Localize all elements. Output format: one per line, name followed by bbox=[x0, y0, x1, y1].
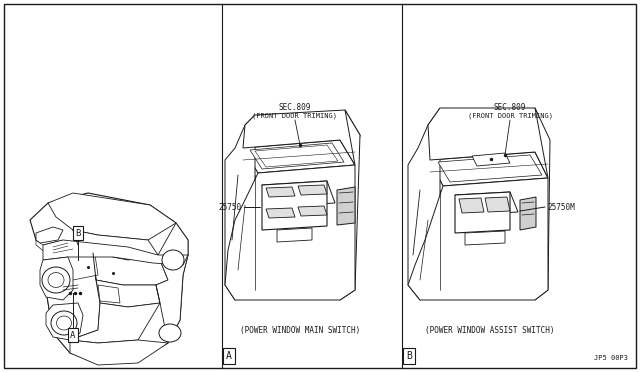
Text: (POWER WINDOW ASSIST SWITCH): (POWER WINDOW ASSIST SWITCH) bbox=[425, 326, 555, 334]
Polygon shape bbox=[98, 285, 120, 303]
Polygon shape bbox=[70, 340, 168, 365]
Polygon shape bbox=[298, 185, 327, 195]
Polygon shape bbox=[408, 178, 548, 300]
Polygon shape bbox=[156, 223, 188, 343]
Polygon shape bbox=[455, 192, 518, 215]
Text: A: A bbox=[226, 351, 232, 361]
Polygon shape bbox=[53, 248, 98, 280]
Polygon shape bbox=[262, 181, 327, 230]
Polygon shape bbox=[430, 152, 548, 186]
Text: JP5 00P3: JP5 00P3 bbox=[594, 355, 628, 361]
Polygon shape bbox=[485, 197, 510, 212]
Text: (FRONT DOOR TRIMING): (FRONT DOOR TRIMING) bbox=[467, 113, 552, 119]
Polygon shape bbox=[520, 197, 536, 230]
Polygon shape bbox=[36, 240, 63, 253]
Text: 25750M: 25750M bbox=[547, 202, 575, 212]
Polygon shape bbox=[459, 198, 484, 213]
Polygon shape bbox=[438, 155, 542, 182]
Text: SEC.809: SEC.809 bbox=[279, 103, 311, 112]
Polygon shape bbox=[277, 228, 312, 242]
Polygon shape bbox=[73, 230, 158, 260]
Polygon shape bbox=[40, 257, 73, 300]
Ellipse shape bbox=[162, 250, 184, 270]
Polygon shape bbox=[30, 193, 188, 363]
Ellipse shape bbox=[51, 311, 77, 335]
Polygon shape bbox=[428, 108, 548, 178]
Polygon shape bbox=[43, 245, 100, 340]
Polygon shape bbox=[46, 303, 83, 340]
Polygon shape bbox=[455, 192, 510, 233]
Polygon shape bbox=[43, 240, 188, 265]
Polygon shape bbox=[465, 231, 505, 245]
Ellipse shape bbox=[159, 324, 181, 342]
Ellipse shape bbox=[42, 267, 70, 293]
Polygon shape bbox=[266, 187, 295, 197]
Polygon shape bbox=[36, 227, 63, 243]
Polygon shape bbox=[298, 206, 327, 216]
Polygon shape bbox=[70, 303, 160, 343]
Polygon shape bbox=[262, 181, 335, 207]
Polygon shape bbox=[243, 140, 355, 173]
Polygon shape bbox=[250, 143, 344, 169]
Text: (POWER WINDOW MAIN SWITCH): (POWER WINDOW MAIN SWITCH) bbox=[240, 326, 360, 334]
Text: B: B bbox=[76, 228, 81, 237]
Polygon shape bbox=[93, 253, 168, 285]
Polygon shape bbox=[225, 165, 355, 300]
Polygon shape bbox=[340, 110, 360, 300]
Polygon shape bbox=[243, 110, 360, 165]
Polygon shape bbox=[472, 153, 510, 166]
Polygon shape bbox=[408, 108, 440, 300]
Polygon shape bbox=[96, 280, 160, 307]
Text: 25750: 25750 bbox=[219, 202, 242, 212]
Polygon shape bbox=[337, 187, 355, 225]
Polygon shape bbox=[535, 108, 550, 300]
Ellipse shape bbox=[48, 273, 64, 288]
Ellipse shape bbox=[56, 316, 72, 330]
Text: (FRONT DOOR TRIMING): (FRONT DOOR TRIMING) bbox=[253, 113, 337, 119]
Text: B: B bbox=[406, 351, 412, 361]
Text: SEC.809: SEC.809 bbox=[494, 103, 526, 112]
Polygon shape bbox=[255, 145, 338, 167]
Text: A: A bbox=[70, 330, 76, 340]
Polygon shape bbox=[225, 115, 255, 300]
Polygon shape bbox=[48, 193, 176, 240]
Polygon shape bbox=[266, 208, 295, 218]
